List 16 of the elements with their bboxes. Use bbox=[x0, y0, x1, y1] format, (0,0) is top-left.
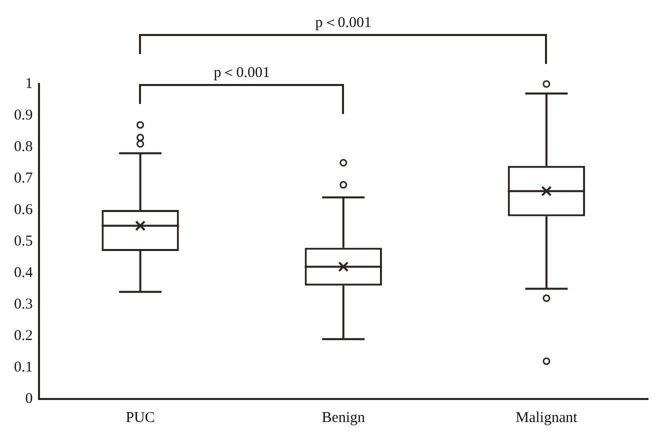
y-tick-label: 0.7 bbox=[14, 170, 34, 186]
y-tick-label: 0.6 bbox=[14, 202, 34, 218]
y-tick-label: 0.3 bbox=[14, 296, 33, 312]
x-tick-label: PUC bbox=[126, 410, 155, 426]
text: p＜0.001 bbox=[212, 64, 271, 82]
y-tick-label: 0.4 bbox=[14, 264, 34, 281]
x-tick-label: Malignant bbox=[516, 410, 578, 426]
y-tick-label: 0.5 bbox=[14, 233, 33, 250]
y-tick-label: 1 bbox=[25, 76, 33, 92]
y-tick-label: 0 bbox=[25, 390, 33, 407]
x-tick-label: Benign bbox=[322, 410, 366, 426]
y-tick-label: 0.9 bbox=[14, 107, 33, 124]
text: p＜0.001 bbox=[314, 14, 372, 32]
y-tick-label: 0.1 bbox=[14, 359, 33, 376]
y-tick-label: 0.2 bbox=[14, 328, 33, 344]
y-tick-label: 0.8 bbox=[14, 138, 33, 155]
